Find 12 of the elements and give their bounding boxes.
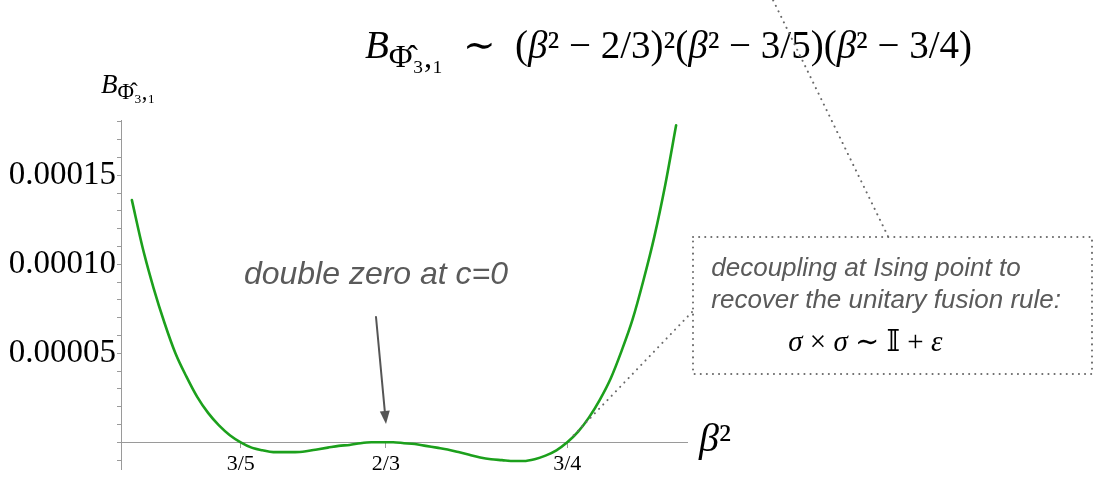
- y-axis-title: B$_{Φ̂₃,₁}$: [101, 69, 156, 105]
- y-tick-label: 0.00015: [8, 154, 116, 191]
- x-tick-label: 2/3: [371, 450, 400, 476]
- y-tick-label: 0.00010: [8, 243, 116, 280]
- chart-title: B$_{Φ̂₃,₁}$ ∼ (β² − 2/3)²(β² − 3/5)(β² − 3/4): [365, 23, 973, 74]
- annotation: double zero at c=0: [243, 254, 509, 293]
- callout-box: decoupling at Ising point to recover the unitary fusion rule: σ × σ ∼ 𝕀 + ε: [692, 236, 1094, 376]
- annotation: decoupling at Ising point to recover the unitary fusion rule:: [711, 251, 1062, 316]
- y-tick-label: 0.00005: [8, 332, 116, 369]
- x-tick-label: 3/5: [226, 450, 255, 476]
- x-axis-title: β²: [699, 414, 731, 463]
- x-tick-label: 3/4: [553, 450, 582, 476]
